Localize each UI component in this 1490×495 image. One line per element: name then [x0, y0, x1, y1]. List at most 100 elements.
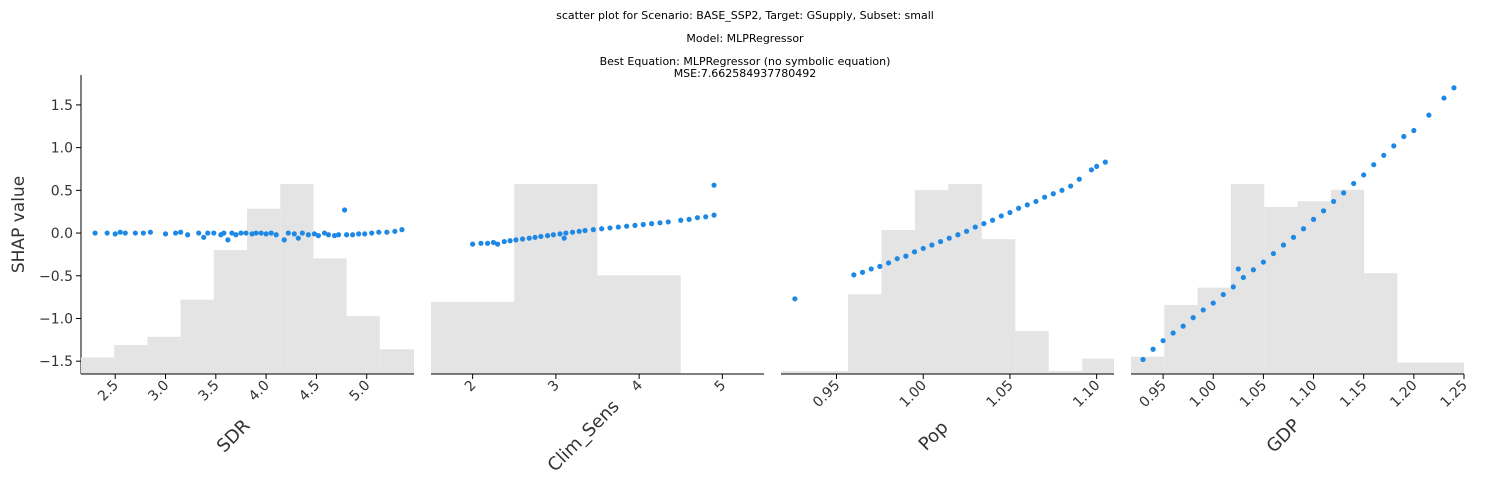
x-tick-label: 4.0 [246, 378, 273, 405]
scatter-point [1260, 259, 1266, 265]
scatter-point [172, 230, 179, 236]
scatter-point [640, 221, 646, 228]
scatter-point [649, 221, 655, 227]
scatter-point [263, 231, 269, 237]
scatter-point [937, 238, 944, 245]
histogram-bar [346, 316, 380, 374]
scatter-point [582, 227, 588, 234]
scatter-point [963, 228, 970, 234]
histogram-bar [1330, 189, 1365, 374]
scatter-point [859, 269, 866, 275]
scatter-point [185, 232, 191, 238]
histogram-bar [313, 258, 347, 374]
scatter-point [1068, 183, 1074, 189]
x-tick-label: 5 [712, 378, 730, 396]
scatter-point [495, 241, 501, 247]
scatter-point [1007, 209, 1013, 216]
histogram-bar [180, 299, 214, 374]
histogram-bar [114, 345, 148, 374]
x-tick-label: 3.0 [145, 378, 172, 405]
scatter-point [1351, 180, 1357, 187]
histogram-bar [981, 239, 1016, 374]
histogram-bar [1082, 358, 1114, 374]
scatter-point [532, 234, 538, 240]
scatter-point [1235, 266, 1241, 272]
scatter-point [519, 236, 526, 242]
scatter-point [1381, 152, 1387, 158]
scatter-point [561, 235, 567, 241]
scatter-point [1140, 356, 1146, 363]
scatter-point [249, 231, 255, 237]
scatter-point [1230, 284, 1236, 290]
scatter-point [205, 230, 211, 236]
scatter-point [1391, 143, 1397, 149]
x-axis-label: Pop [915, 417, 953, 455]
scatter-point [243, 230, 249, 236]
scatter-point [1411, 127, 1417, 134]
scatter-point [268, 230, 274, 236]
scatter-point [894, 256, 900, 262]
scatter-point [1270, 250, 1277, 257]
scatter-point [590, 227, 596, 233]
scatter-point [211, 230, 217, 236]
chart-title-line-3: Best Equation: MLPRegressor (no symbolic… [599, 55, 891, 68]
scatter-point [563, 230, 569, 236]
scatter-point [1050, 191, 1056, 197]
scatter-point [538, 233, 544, 240]
scatter-point [911, 249, 918, 255]
x-axis-label: Clim_Sens [544, 396, 624, 476]
scatter-point [1220, 291, 1226, 298]
x-tick-label: 3.5 [196, 378, 223, 405]
scatter-point [356, 231, 362, 237]
scatter-point [920, 245, 926, 252]
scatter-point [376, 229, 382, 235]
scatter-point [1102, 159, 1108, 165]
scatter-point [285, 230, 291, 236]
scatter-point [711, 182, 717, 188]
scatter-point [624, 223, 630, 229]
histogram-bar [881, 229, 915, 374]
x-tick-label: 1.15 [1337, 378, 1370, 411]
x-tick-label: 1.05 [983, 378, 1016, 411]
scatter-point [1331, 198, 1337, 205]
scatter-point [258, 230, 264, 236]
histogram-bar [213, 250, 247, 374]
scatter-point [526, 235, 532, 241]
y-axis-label: SHAP value [9, 176, 29, 273]
scatter-point [1240, 274, 1246, 281]
histogram-bar [814, 370, 848, 374]
scatter-point [1160, 338, 1166, 344]
x-tick-label: 1.25 [1437, 378, 1470, 411]
scatter-point [703, 214, 709, 220]
scatter-point [557, 231, 563, 237]
scatter-point [196, 230, 202, 236]
histogram-bar [280, 184, 314, 374]
scatter-point [392, 228, 398, 234]
scatter-point [117, 229, 123, 235]
scatter-point [694, 215, 701, 221]
scatter-point [1076, 176, 1082, 182]
scatter-point [201, 234, 207, 240]
histogram-bar [1364, 273, 1398, 374]
x-tick-label: 1.00 [897, 378, 930, 411]
scatter-point [362, 231, 368, 237]
x-axis-label: GDP [1263, 415, 1305, 457]
scatter-point [335, 232, 342, 238]
scatter-point [350, 232, 356, 238]
x-tick-label: 2.5 [95, 378, 122, 405]
scatter-point [615, 224, 621, 230]
scatter-point [877, 263, 883, 269]
scatter-point [399, 227, 405, 233]
scatter-point [470, 241, 476, 247]
scatter-point [885, 260, 892, 266]
scatter-point [1200, 307, 1206, 313]
histogram-bar [431, 301, 515, 374]
scatter-point [1300, 226, 1307, 232]
scatter-point [507, 238, 513, 244]
scatter-point [92, 230, 98, 236]
y-tick-label: 0.0 [51, 226, 73, 242]
chart-title-line-1: scatter plot for Scenario: BASE_SSP2, Ta… [556, 9, 934, 22]
scatter-point [678, 217, 684, 223]
histogram-bar [948, 184, 982, 374]
scatter-point [1024, 202, 1030, 208]
